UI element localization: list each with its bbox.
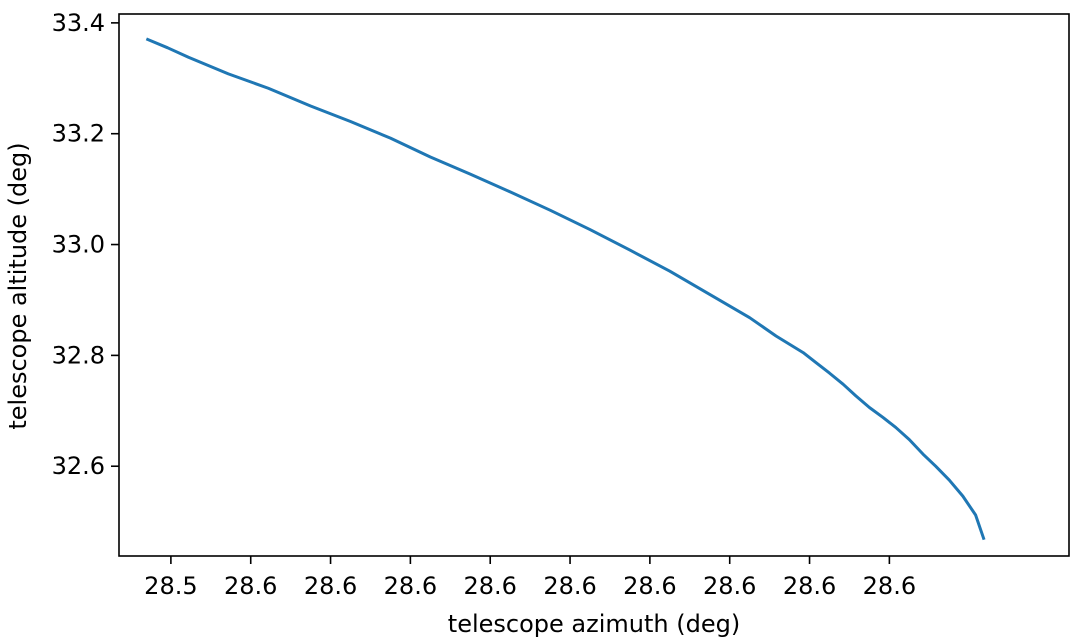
y-tick-label: 33.2 — [52, 120, 105, 148]
y-axis-label: telescope altitude (deg) — [4, 142, 32, 429]
axes-frame — [118, 13, 1070, 557]
x-tick-label: 28.6 — [863, 572, 916, 600]
x-tick-label: 28.6 — [304, 572, 357, 600]
x-tick-label: 28.6 — [543, 572, 596, 600]
x-axis-label: telescope azimuth (deg) — [448, 610, 740, 638]
y-tick-label: 33.4 — [52, 9, 105, 37]
x-tick-label: 28.6 — [623, 572, 676, 600]
x-tick-label: 28.6 — [224, 572, 277, 600]
x-tick-label: 28.6 — [463, 572, 516, 600]
x-tick-label: 28.6 — [703, 572, 756, 600]
x-axis-ticks: 28.5 28.6 28.6 28.6 28.6 28.6 28.6 28.6 28.6 28.6 — [144, 556, 916, 600]
series-line-0 — [145, 37, 986, 541]
y-axis-ticks: 32.6 32.8 33.0 33.2 33.4 — [52, 9, 119, 480]
y-tick-label: 33.0 — [52, 231, 105, 259]
x-tick-label: 28.5 — [144, 572, 197, 600]
y-tick-label: 32.8 — [52, 341, 105, 369]
x-tick-label: 28.6 — [384, 572, 437, 600]
y-tick-label: 32.6 — [52, 452, 105, 480]
plot-area — [118, 13, 1070, 557]
x-tick-label: 28.6 — [783, 572, 836, 600]
